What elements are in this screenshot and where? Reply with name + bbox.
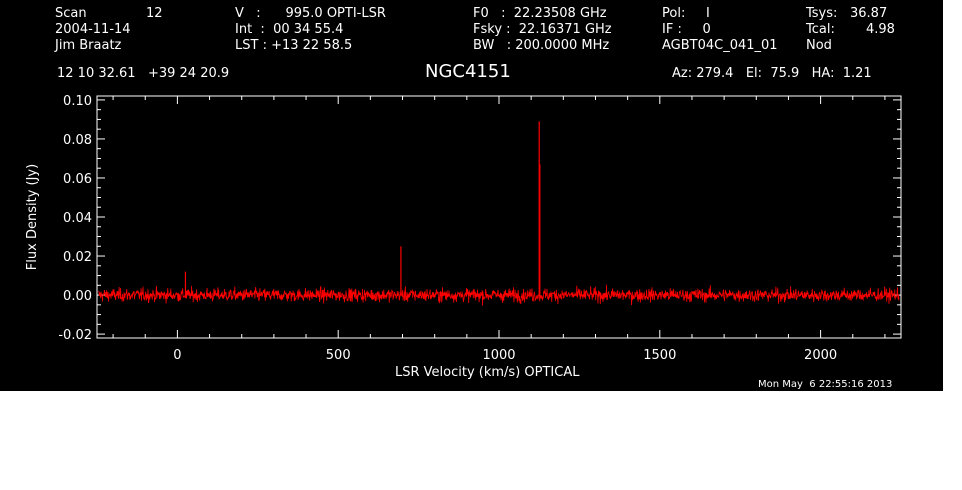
sky-frequency: Fsky : 22.16371 GHz xyxy=(473,22,612,37)
x-tick-label: 1500 xyxy=(643,348,676,363)
az-el-ha: Az: 279.4 El: 75.9 HA: 1.21 xyxy=(672,66,872,81)
spectrum-plot: 0 500 1000 1500 2000 -0.02 0.00 0.02 0.04 0.06 0.0… xyxy=(25,94,902,363)
velocity-info: V : 995.0 OPTI-LSR xyxy=(235,6,386,21)
rest-frequency: F0 : 22.23508 GHz xyxy=(473,6,607,21)
x-tick-label: 0 xyxy=(173,348,181,363)
y-tick-label: 0.06 xyxy=(63,172,92,187)
if-number: IF : 0 xyxy=(662,22,711,37)
x-tick-label: 2000 xyxy=(804,348,837,363)
obs-date: 2004-11-14 xyxy=(55,22,131,37)
observer: Jim Braatz xyxy=(55,38,122,53)
spectrum-trace xyxy=(98,284,900,306)
tsys-value: 36.87 xyxy=(850,6,888,21)
y-tick-label: 0.02 xyxy=(63,250,92,265)
obs-mode: Nod xyxy=(806,38,832,53)
y-tick-label: 0.04 xyxy=(63,211,92,226)
y-tick-label: 0.08 xyxy=(63,133,92,148)
x-tick-label: 500 xyxy=(326,348,351,363)
project-id: AGBT04C_041_01 xyxy=(662,38,778,53)
tsys-label: Tsys: xyxy=(806,6,838,21)
x-tick-label: 1000 xyxy=(482,348,515,363)
plot-frame xyxy=(96,95,902,339)
tcal-label: Tcal: xyxy=(806,22,835,37)
y-tick-label: 0.10 xyxy=(63,94,92,109)
timestamp: Mon May 6 22:55:16 2013 xyxy=(758,379,893,390)
lst: LST : +13 22 58.5 xyxy=(235,38,353,53)
y-axis-label: Flux Density (Jy) xyxy=(25,164,40,270)
source-name: NGC4151 xyxy=(425,61,511,82)
polarization: Pol: I xyxy=(662,6,710,21)
integration-time: Int : 00 34 55.4 xyxy=(235,22,344,37)
scan-value: 12 xyxy=(146,6,163,21)
scan-label: Scan xyxy=(55,6,87,21)
tcal-value: 4.98 xyxy=(866,22,895,37)
y-tick-label: -0.02 xyxy=(58,328,92,343)
source-coordinates: 12 10 32.61 +39 24 20.9 xyxy=(57,66,230,81)
y-tick-label: 0.00 xyxy=(63,289,92,304)
spectrum-display: Scan 12 2004-11-14 Jim Braatz V : 995.0 … xyxy=(0,0,943,391)
x-axis-label: LSR Velocity (km/s) OPTICAL xyxy=(395,365,580,380)
bandwidth: BW : 200.0000 MHz xyxy=(473,38,610,53)
